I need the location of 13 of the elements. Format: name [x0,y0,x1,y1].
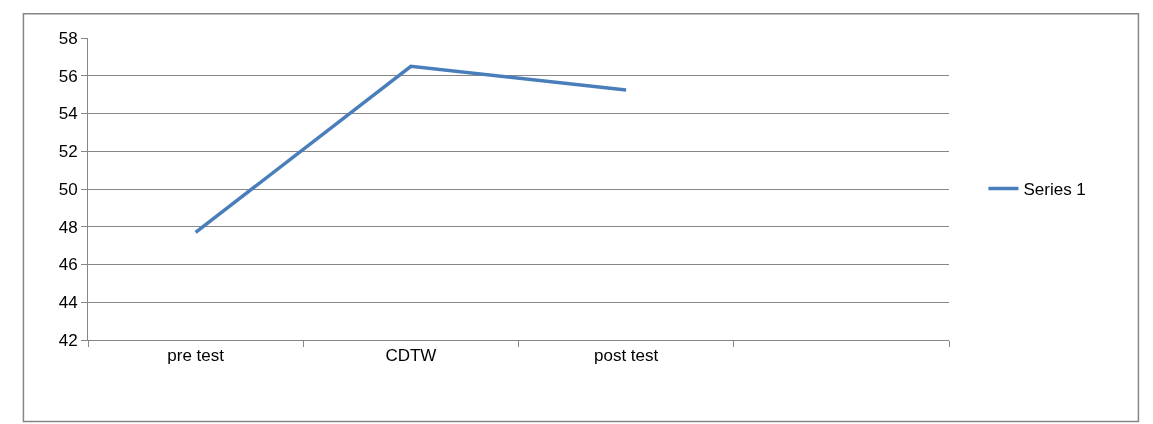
y-tick-label: 48 [58,217,78,237]
y-tick-label: 50 [58,179,78,199]
y-tick-label: 44 [58,293,78,313]
y-tick-label: 42 [58,330,78,350]
y-tick-label: 56 [58,66,78,86]
x-tick-label: pre test [167,346,225,366]
x-tick-label: CDTW [385,346,437,366]
y-tick-label: 46 [58,255,78,275]
x-tick-label: post test [594,346,659,366]
y-tick-label: 52 [58,142,78,162]
legend-label: Series 1 [1023,180,1086,200]
y-tick-label: 54 [58,104,78,124]
y-tick-label: 58 [58,28,78,48]
